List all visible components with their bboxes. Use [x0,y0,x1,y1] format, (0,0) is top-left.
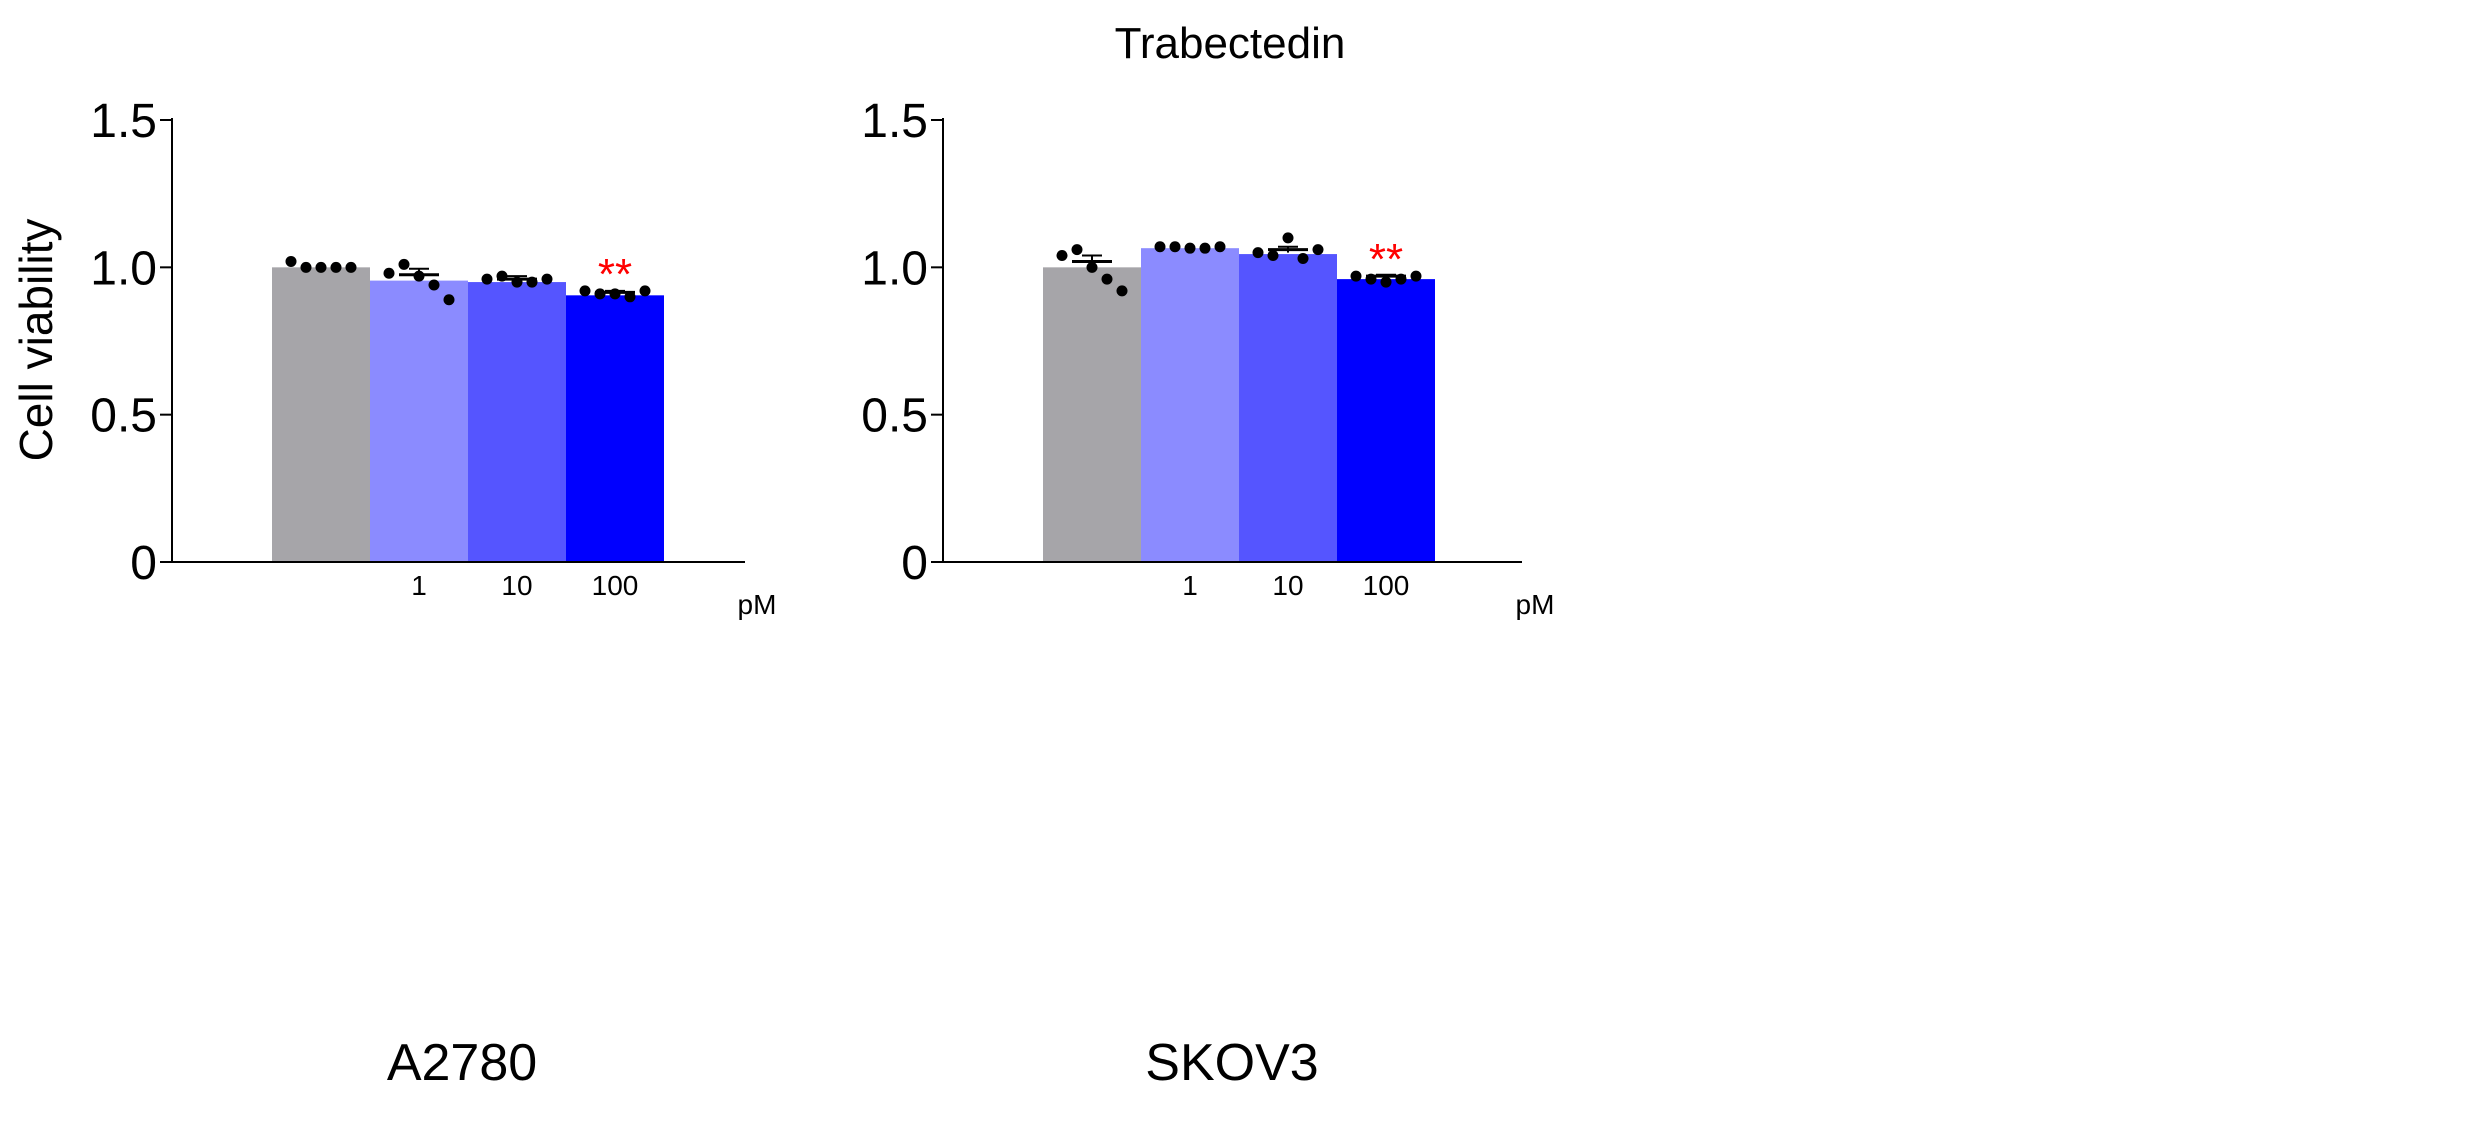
y-tick-label-skov3: 1.0 [861,242,928,295]
data-point-skov3 [1312,244,1324,256]
data-point-a2780 [383,267,395,279]
data-point-a2780 [624,291,636,303]
y-tick-label-skov3: 1.5 [861,95,928,148]
data-point-skov3 [1214,241,1226,253]
data-point-a2780 [541,273,553,285]
unit-label-skov3: pM [1516,589,1555,620]
bar-skov3-1 [1141,248,1239,562]
significance-marker-a2780: ** [598,250,632,299]
data-point-skov3 [1410,270,1422,282]
data-point-skov3 [1184,242,1196,254]
bar-a2780-100 [566,295,664,562]
panel-a2780: A2780 pM 0 0.5 1.0 1.5 1 10 100 ** [90,95,776,1092]
data-point-skov3 [1071,244,1083,256]
data-point-a2780 [496,270,508,282]
data-point-skov3 [1154,241,1166,253]
y-tick-label-skov3: 0 [901,537,928,590]
x-tick-label-a2780: 1 [411,570,427,601]
panel-label-skov3: SKOV3 [1145,1034,1318,1092]
data-point-a2780 [579,285,591,297]
data-point-a2780 [526,276,538,288]
data-point-a2780 [398,258,410,270]
data-point-skov3 [1116,285,1128,297]
data-point-a2780 [594,288,606,300]
data-point-skov3 [1252,247,1264,259]
data-point-skov3 [1380,276,1392,288]
data-point-skov3 [1365,273,1377,285]
y-tick-label-a2780: 0 [130,537,157,590]
data-point-skov3 [1297,252,1309,264]
bar-a2780-control [272,267,370,562]
bar-a2780-10 [468,282,566,562]
data-point-a2780 [330,261,342,273]
bar-a2780-1 [370,280,468,562]
data-point-a2780 [300,261,312,273]
x-tick-label-a2780: 100 [592,570,639,601]
data-point-a2780 [428,279,440,291]
x-tick-label-a2780: 10 [501,570,532,601]
data-point-a2780 [443,294,455,306]
data-point-a2780 [481,273,493,285]
data-point-a2780 [345,261,357,273]
figure-title: Trabectedin [1115,19,1346,68]
data-point-a2780 [413,270,425,282]
data-point-a2780 [315,261,327,273]
unit-label-a2780: pM [738,589,777,620]
x-tick-label-skov3: 1 [1182,570,1198,601]
data-point-skov3 [1169,241,1181,253]
bar-skov3-100 [1337,279,1435,562]
data-point-skov3 [1395,273,1407,285]
data-point-skov3 [1056,250,1068,262]
panel-skov3: SKOV3 pM 0 0.5 1.0 1.5 1 10 100 ** [861,95,1554,1092]
bar-skov3-10 [1239,254,1337,562]
x-tick-label-skov3: 10 [1272,570,1303,601]
data-point-skov3 [1267,250,1279,262]
data-point-skov3 [1101,273,1113,285]
data-point-skov3 [1199,242,1211,254]
x-tick-label-skov3: 100 [1363,570,1410,601]
data-point-skov3 [1086,261,1098,273]
data-point-skov3 [1350,270,1362,282]
data-point-a2780 [609,288,621,300]
y-tick-label-a2780: 0.5 [90,390,157,443]
panel-label-a2780: A2780 [387,1034,537,1092]
data-point-skov3 [1282,232,1294,244]
data-point-a2780 [639,285,651,297]
data-point-a2780 [285,255,297,267]
significance-marker-skov3: ** [1369,235,1403,284]
y-tick-label-a2780: 1.0 [90,242,157,295]
data-point-a2780 [511,276,523,288]
y-tick-label-a2780: 1.5 [90,95,157,148]
y-axis-label: Cell viability [10,219,62,462]
y-tick-label-skov3: 0.5 [861,390,928,443]
bar-skov3-control [1043,267,1141,562]
